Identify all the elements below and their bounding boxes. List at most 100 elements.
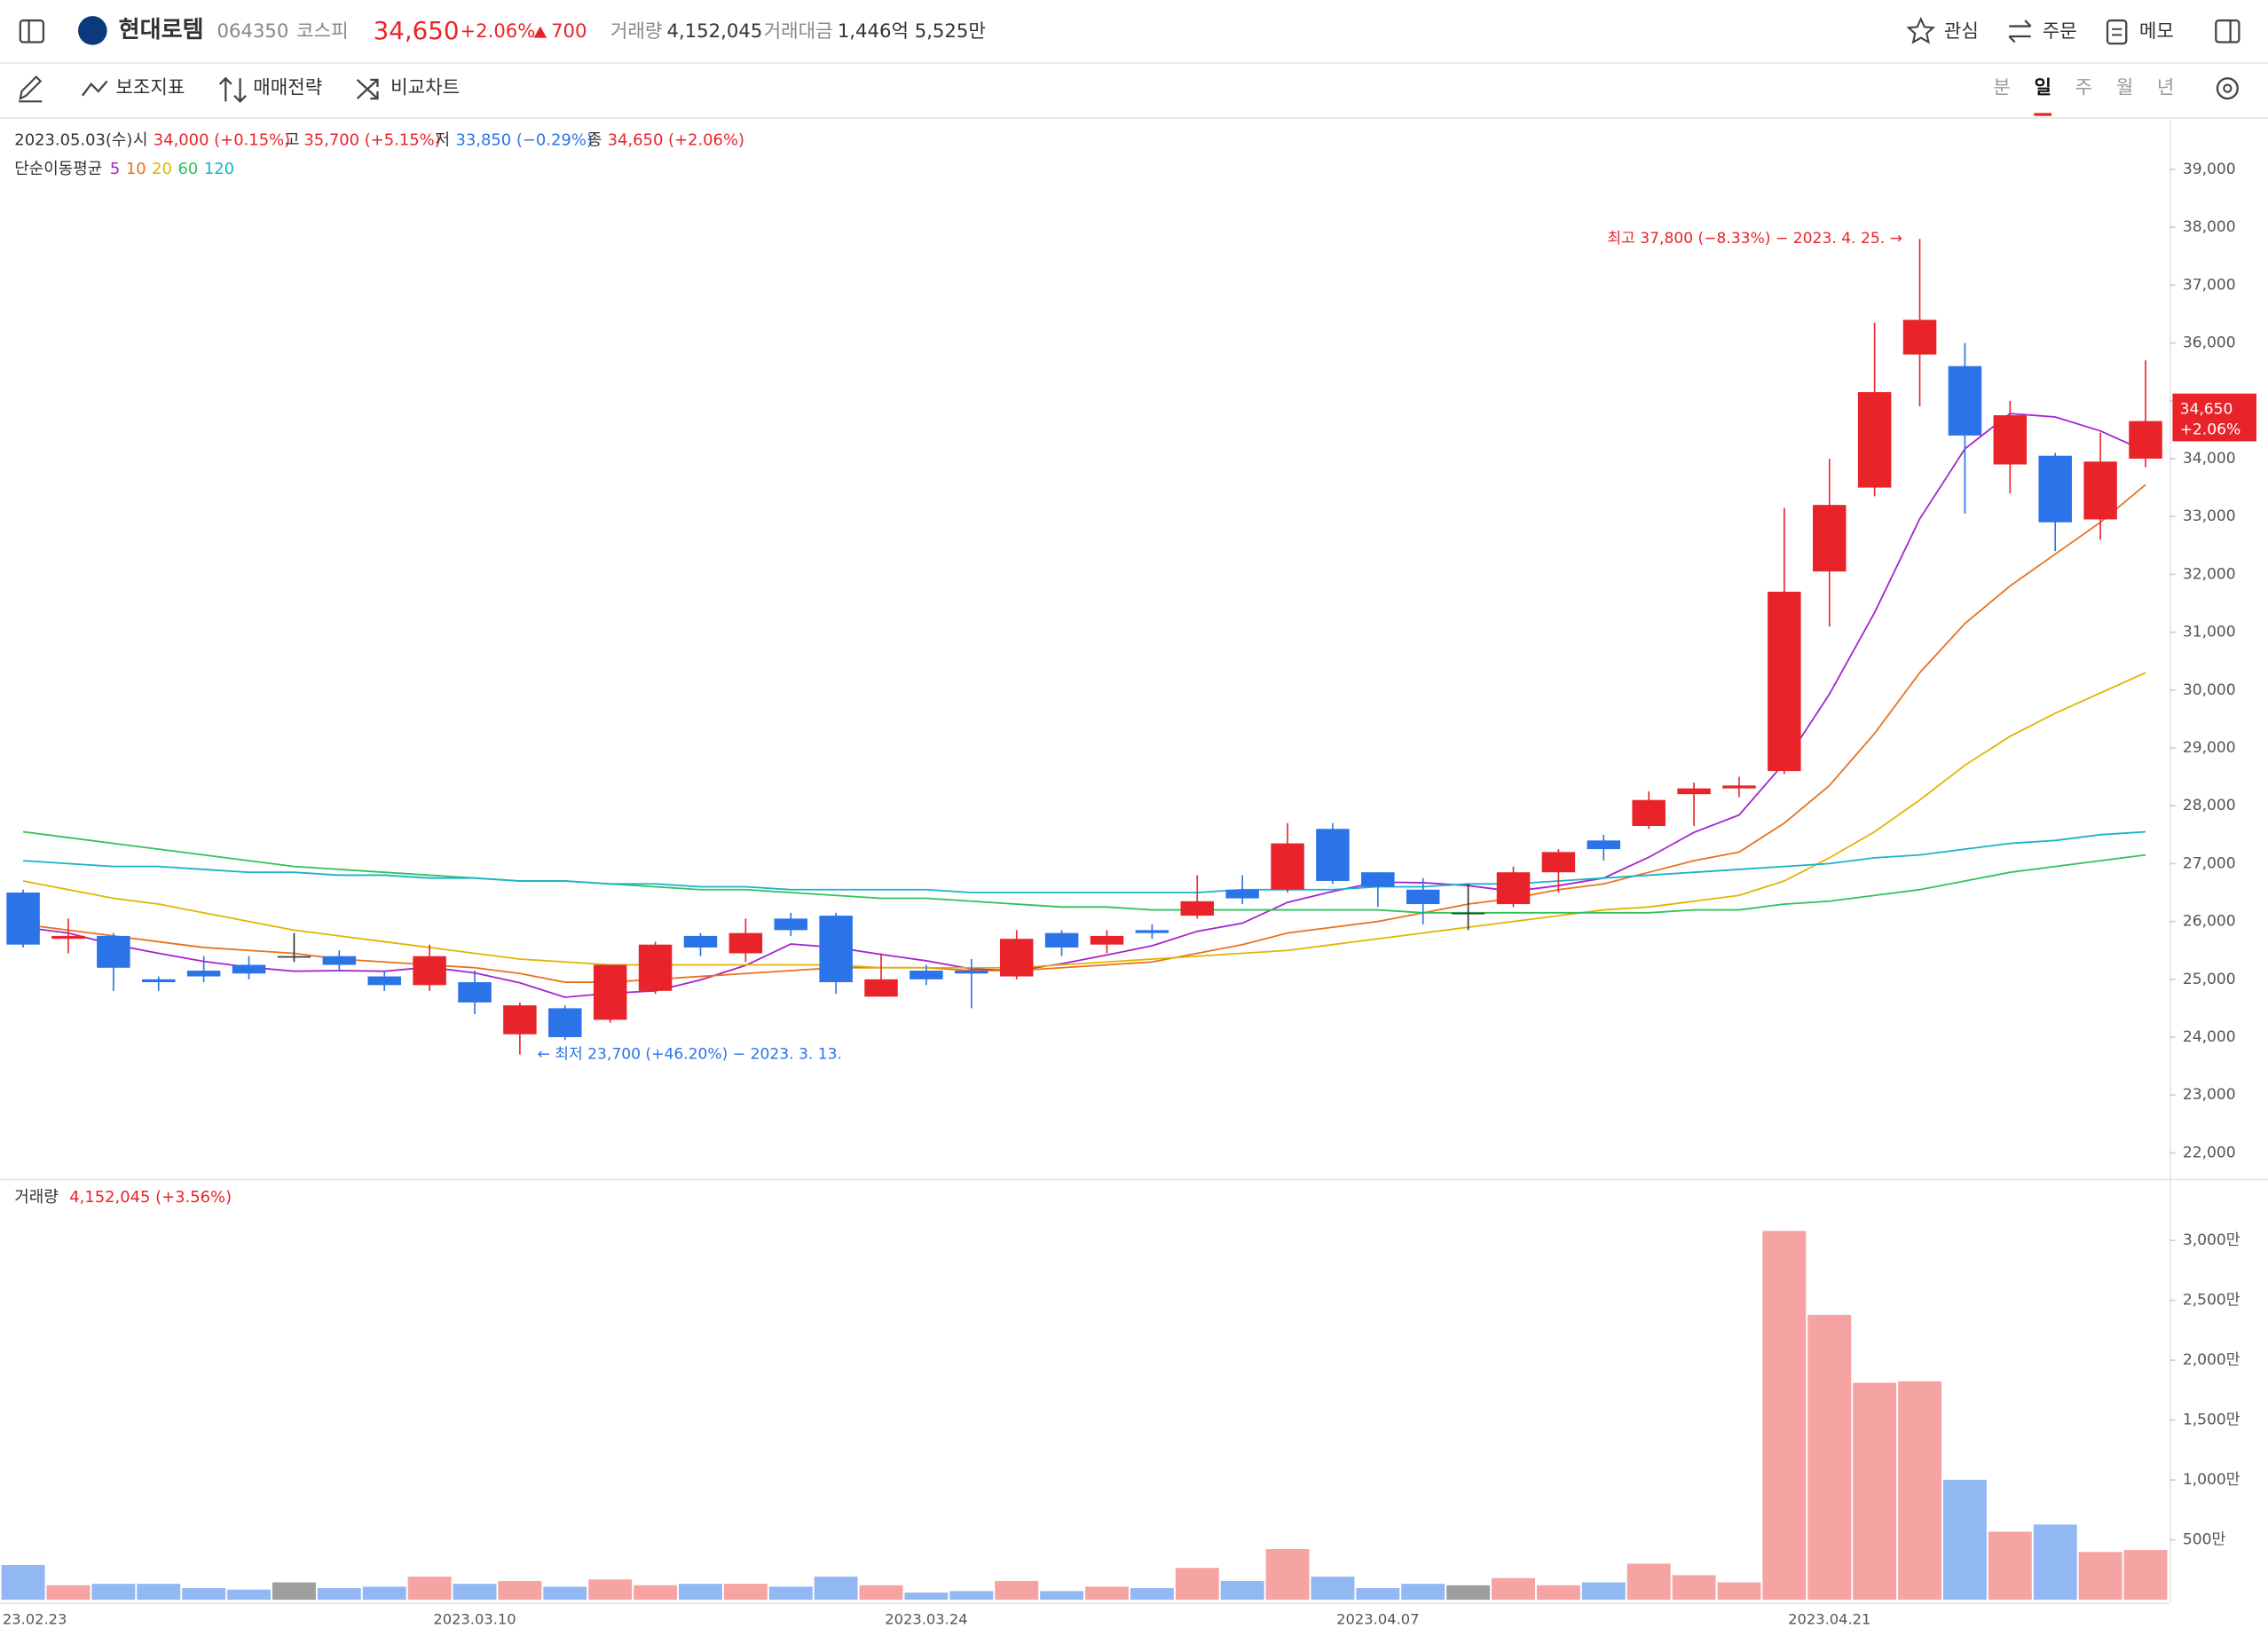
x-tick-label: 23.02.23 (3, 1610, 67, 1627)
candle-body (955, 971, 988, 974)
volume: 4,152,045 (666, 20, 762, 42)
candle-body (186, 971, 221, 977)
volume-bar (1581, 1582, 1626, 1601)
icon (82, 80, 108, 97)
volume-bar (407, 1577, 452, 1601)
volume-bar (859, 1585, 903, 1601)
volume-bar (1717, 1582, 1761, 1601)
price-tag-change: +2.06% (2180, 421, 2241, 438)
volume-bar (2123, 1550, 2168, 1601)
period-tab[interactable]: 주 (2075, 76, 2093, 98)
volume-bar (543, 1586, 587, 1601)
candle-body (1768, 591, 1801, 772)
legend-entry: 10 (126, 160, 146, 178)
candle-body (458, 982, 492, 1003)
market: 코스피 (296, 20, 348, 42)
strategy-button[interactable]: 매매전략 (218, 76, 322, 103)
y-tick-label: 23,000 (2183, 1086, 2236, 1104)
candle-body (1677, 788, 1711, 795)
candle-body (1271, 843, 1304, 890)
candle-body (1857, 391, 1892, 488)
volume-bar (723, 1584, 768, 1601)
volume-bar (1853, 1382, 1897, 1601)
strategy-label: 매매전략 (253, 76, 322, 98)
volume-bar (634, 1585, 678, 1601)
order-button[interactable]: 주문 (2008, 20, 2077, 43)
icon (2223, 83, 2233, 93)
candle-body (638, 944, 673, 991)
volume-bar (904, 1593, 949, 1601)
volume-bar (1942, 1479, 1987, 1601)
legend-entry: 5 (110, 160, 120, 178)
info-label: 종 (587, 130, 602, 149)
memo-button[interactable]: 메모 (2106, 19, 2174, 45)
watch-button[interactable]: 관심 (1906, 16, 1979, 44)
volume-bar (91, 1584, 136, 1601)
period-tab[interactable]: 월 (2116, 76, 2133, 98)
compare-button[interactable]: 비교차트 (356, 76, 460, 100)
tab-underline (2034, 113, 2051, 116)
amount: 1,446억 5,525만 (838, 20, 986, 42)
icon (2111, 28, 2122, 36)
volume-info: 4,152,045 (+3.56%) (69, 1188, 232, 1207)
candle-body (548, 1008, 582, 1038)
icon (2106, 19, 2128, 45)
up-arrow (533, 26, 547, 38)
y-tick-label: 2,000만 (2183, 1351, 2240, 1369)
y-tick-label: 29,000 (2183, 739, 2236, 757)
low-annotation: ← 최저 23,700 (+46.20%) − 2023. 3. 13. (537, 1046, 842, 1064)
period-tab[interactable]: 일 (2034, 76, 2051, 98)
candle-body (910, 971, 943, 979)
volume-bar (814, 1577, 858, 1601)
candle-body (1406, 889, 1440, 905)
draw-tool[interactable] (19, 75, 43, 103)
volume-bar (588, 1579, 633, 1601)
volume-bar (1085, 1586, 1129, 1601)
ma-line (22, 830, 2146, 914)
info-date: 2023.05.03(수) (14, 130, 132, 149)
y-tick-label: 1,500만 (2183, 1412, 2240, 1429)
stock-name: 현대로템 (119, 17, 204, 43)
candle-body (1180, 901, 1215, 916)
volume-label: 거래량 (610, 20, 662, 42)
candle-body (728, 932, 763, 954)
price-tag (2172, 393, 2256, 442)
volume-bar (1672, 1575, 1716, 1601)
y-tick-label: 39,000 (2183, 161, 2236, 178)
candle-body (1496, 872, 1531, 905)
candle-body (277, 956, 311, 958)
volume-bar (1130, 1588, 1174, 1601)
candle-body (367, 976, 401, 986)
panel-toggle[interactable] (2215, 19, 2240, 43)
volume-bar (1040, 1591, 1084, 1601)
volume-bar (227, 1589, 271, 1601)
candle-body (232, 964, 266, 974)
period-tab[interactable]: 년 (2157, 76, 2174, 98)
sidebar-toggle[interactable] (19, 19, 45, 43)
candle-body (1361, 872, 1395, 887)
candle-body (864, 979, 898, 997)
y-tick-label: 28,000 (2183, 797, 2236, 814)
plot: 22,000 23,000 24,000 25,000 26,000 27,000 28,0… (1, 161, 2256, 1627)
indicator-button[interactable]: 보조지표 (82, 76, 185, 98)
y-tick-label: 30,000 (2183, 681, 2236, 699)
volume-bar (768, 1586, 813, 1601)
settings-button[interactable] (2216, 77, 2239, 100)
period-tab[interactable]: 분 (1993, 76, 2011, 98)
x-tick-label: 2023.04.07 (1336, 1610, 1419, 1627)
y-tick-label: 22,000 (2183, 1144, 2236, 1161)
change-pct: +2.06% (460, 20, 535, 42)
volume-bar (362, 1586, 406, 1601)
legend-entry: 120 (204, 160, 234, 178)
y-tick-label: 34,000 (2183, 450, 2236, 468)
icon (2216, 77, 2239, 100)
candle-body (1044, 932, 1079, 948)
candle-body (2129, 421, 2162, 459)
ma-legend: 5 10 20 60 120 (110, 160, 234, 178)
candle-body (1587, 840, 1621, 850)
volume-bar (995, 1580, 1039, 1601)
candle-body (2083, 461, 2117, 520)
stock-logo (78, 16, 107, 45)
